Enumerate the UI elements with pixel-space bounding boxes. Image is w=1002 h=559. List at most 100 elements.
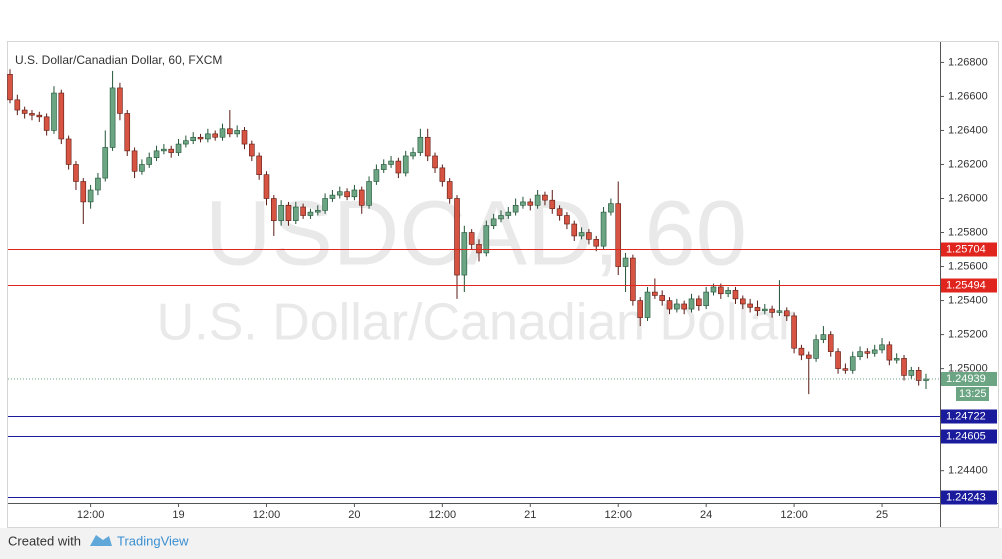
candle-body xyxy=(761,308,768,312)
candle-body xyxy=(696,298,702,306)
candle-body xyxy=(95,177,101,191)
candle-body xyxy=(197,136,204,140)
y-tick-label: 1.25200 xyxy=(948,328,988,340)
candle-body xyxy=(476,244,482,254)
x-tick-label: 12:00 xyxy=(253,509,281,521)
candle-body xyxy=(102,147,109,179)
y-tick-label: 1.26000 xyxy=(948,192,988,204)
candle-body xyxy=(351,189,358,198)
candle-body xyxy=(549,199,556,210)
candle-body xyxy=(380,164,387,170)
candle-body xyxy=(556,208,563,216)
candle-body xyxy=(183,140,189,145)
footer-bar xyxy=(0,528,1002,559)
candle-body xyxy=(263,174,270,199)
level-label: 1.25704 xyxy=(946,243,986,255)
candle-body xyxy=(424,136,431,157)
level-label-bg xyxy=(941,242,997,257)
candle-body xyxy=(402,155,409,174)
candle-body xyxy=(849,356,856,371)
level-label-bg xyxy=(941,490,997,505)
candle-body xyxy=(146,157,153,165)
candle-body xyxy=(161,148,167,152)
candle-body xyxy=(300,206,306,216)
y-tick-label: 1.26400 xyxy=(948,124,988,136)
candle-body xyxy=(703,291,709,306)
y-tick-label: 1.25400 xyxy=(948,294,988,306)
x-tick-label: 25 xyxy=(876,509,888,521)
level-label-bg xyxy=(941,409,997,424)
candle-body xyxy=(608,203,614,213)
countdown-bg xyxy=(956,386,989,401)
candle-body xyxy=(490,218,497,227)
candle-body xyxy=(58,92,65,140)
y-tick-label: 1.25000 xyxy=(948,363,988,375)
candle-body xyxy=(527,201,534,206)
candle-body xyxy=(615,203,622,267)
candle-body xyxy=(256,155,262,175)
candle-body xyxy=(637,300,644,318)
candle-body xyxy=(234,130,240,135)
candle-body xyxy=(139,164,145,172)
candle-body xyxy=(505,211,512,216)
chart-frame xyxy=(7,41,999,528)
level-label: 1.25494 xyxy=(946,279,986,291)
candle-body xyxy=(36,114,43,118)
candle-body xyxy=(175,143,182,153)
candle-body xyxy=(871,349,878,354)
candle-body xyxy=(754,307,761,312)
candle-body xyxy=(366,181,372,206)
candle-body xyxy=(886,344,893,361)
footer-brand[interactable]: TradingView xyxy=(117,533,189,548)
level-label: 1.24722 xyxy=(946,410,986,422)
candle-body xyxy=(43,116,50,131)
x-tick-label: 12:00 xyxy=(429,509,457,521)
candle-body xyxy=(644,291,651,318)
candle-body xyxy=(630,257,636,301)
candle-body xyxy=(842,368,849,371)
candle-body xyxy=(483,225,490,254)
candle-body xyxy=(739,298,746,305)
candle-body xyxy=(285,205,292,221)
candle-body xyxy=(468,232,475,245)
candle-body xyxy=(718,286,724,295)
candle-body xyxy=(249,143,255,157)
countdown-label: 13:25 xyxy=(959,388,987,400)
candle-body xyxy=(578,232,585,237)
candle-body xyxy=(622,257,629,267)
candle-body xyxy=(227,128,233,135)
last-price-label: 1.24939 xyxy=(946,373,986,385)
candle-body xyxy=(857,351,863,358)
candle-body xyxy=(564,215,570,225)
candle-body xyxy=(241,130,248,145)
candle-body xyxy=(336,191,343,196)
candle-body xyxy=(674,303,680,310)
candle-body xyxy=(666,300,673,310)
candle-body xyxy=(864,351,871,354)
candle-body xyxy=(710,286,717,293)
candle-body xyxy=(908,370,915,376)
candle-body xyxy=(7,74,13,101)
y-tick-label: 1.26800 xyxy=(948,56,988,68)
candle-body xyxy=(117,87,123,114)
watermark-symbol: USDCAD, 60 xyxy=(205,182,747,284)
x-tick-label: 12:00 xyxy=(604,509,632,521)
candle-body xyxy=(586,232,592,240)
candle-body xyxy=(432,155,438,169)
candle-body xyxy=(65,138,72,165)
candle-body xyxy=(205,133,211,140)
candle-body xyxy=(688,298,695,310)
level-label: 1.24243 xyxy=(946,491,986,503)
candle-body xyxy=(659,295,665,301)
candle-body xyxy=(14,99,21,111)
candle-body xyxy=(446,181,453,199)
candle-body xyxy=(292,206,299,221)
candle-body xyxy=(915,370,922,381)
x-tick-label: 20 xyxy=(348,509,360,521)
candle-body xyxy=(542,194,548,201)
candle-body xyxy=(893,358,900,361)
x-tick-label: 12:00 xyxy=(780,509,808,521)
candle-body xyxy=(798,347,805,356)
